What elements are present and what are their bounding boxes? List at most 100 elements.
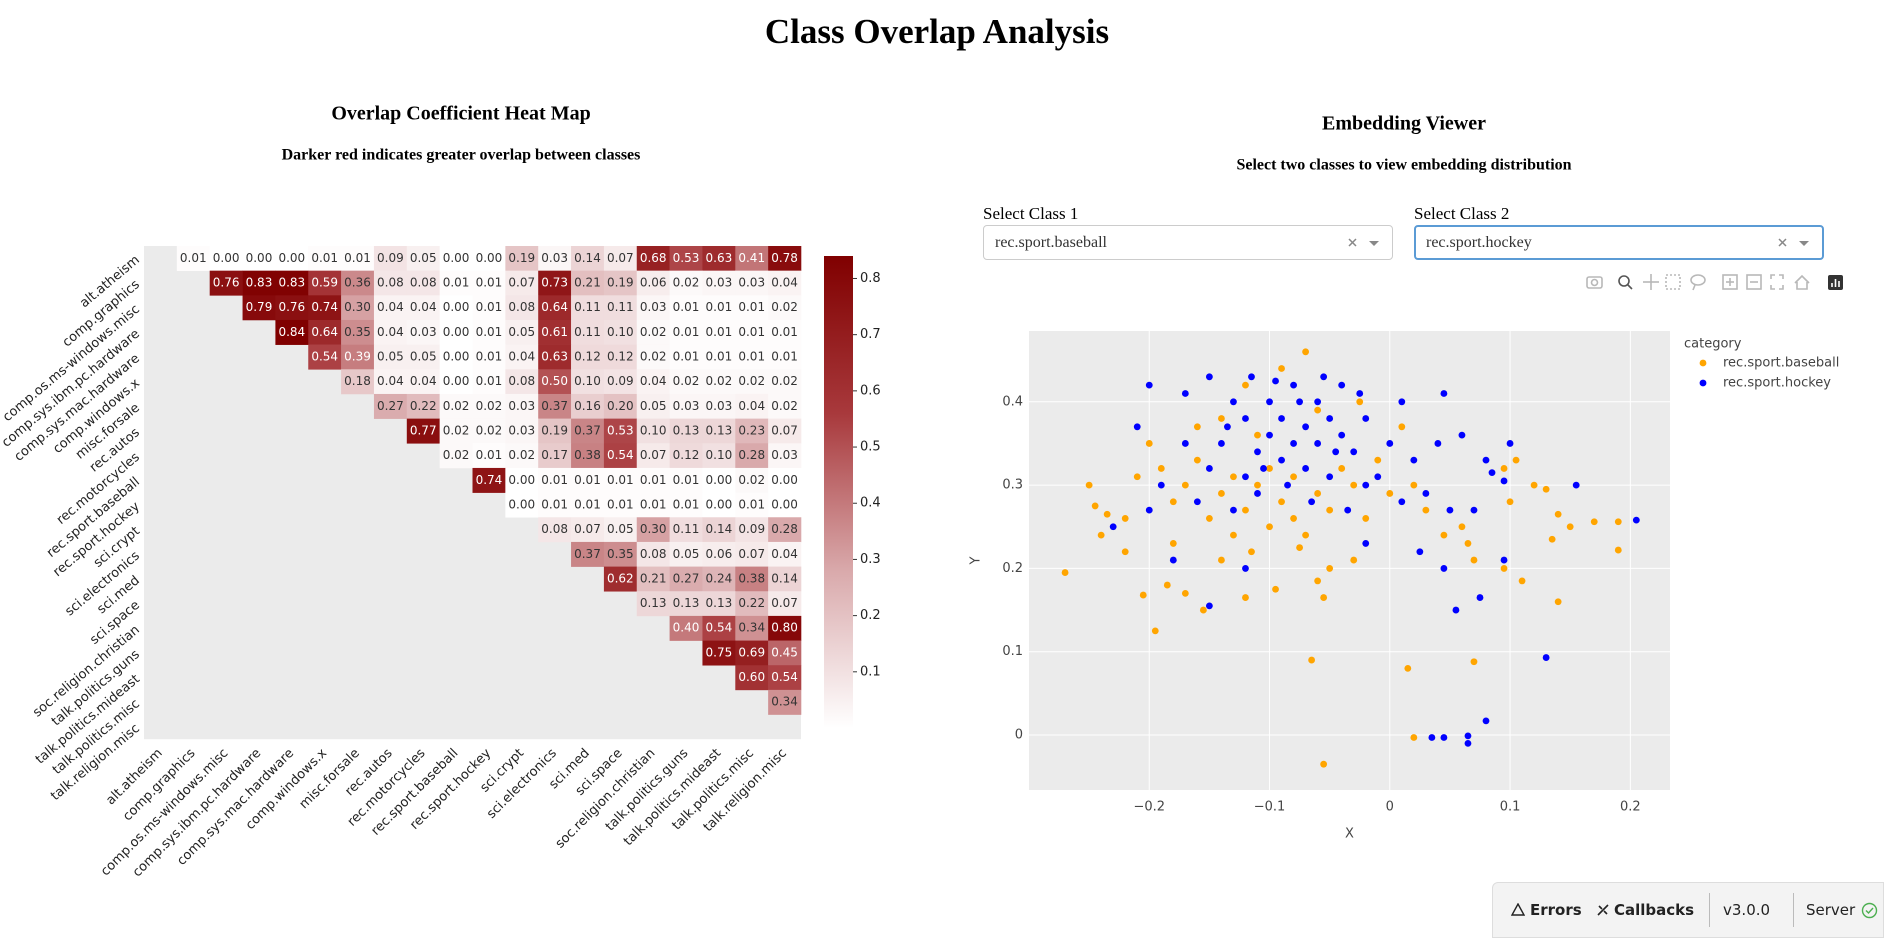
server-status[interactable]: Server bbox=[1806, 901, 1856, 919]
scatter-point bbox=[1398, 398, 1406, 406]
cell-label: 0.23 bbox=[738, 423, 765, 437]
cell-label: 0.01 bbox=[706, 300, 733, 314]
heatmap-cell bbox=[702, 418, 736, 444]
modebar-logo[interactable] bbox=[1828, 275, 1843, 290]
scatter-point bbox=[1326, 415, 1334, 422]
cell-label: 0.14 bbox=[574, 251, 601, 265]
scatter-point bbox=[1482, 456, 1490, 464]
arrow-icon[interactable] bbox=[1799, 241, 1809, 246]
cell-label: 0.08 bbox=[410, 275, 437, 289]
cell-label: 0.10 bbox=[607, 325, 634, 339]
scatter-point bbox=[1410, 481, 1418, 489]
scatter-point bbox=[1482, 717, 1490, 725]
heatmap-cell bbox=[571, 418, 605, 444]
dropdown-icons bbox=[1348, 238, 1379, 247]
heatmap-cell bbox=[669, 443, 703, 469]
cell-label: 0.09 bbox=[377, 251, 404, 265]
heatmap-cell bbox=[735, 369, 769, 395]
heatmap-cell bbox=[735, 246, 769, 271]
class2-dropdown[interactable]: rec.sport.hockey bbox=[1414, 225, 1824, 260]
modebar-zoom-in[interactable] bbox=[1722, 274, 1738, 290]
cell-label: 0.54 bbox=[771, 670, 798, 684]
heatmap-cell bbox=[768, 344, 802, 370]
modebar-zoom[interactable] bbox=[1618, 275, 1633, 290]
errors-button[interactable]: Errors bbox=[1530, 901, 1582, 919]
heatmap-cell bbox=[669, 517, 703, 543]
scatter-point bbox=[1548, 535, 1556, 543]
modebar-autoscale[interactable] bbox=[1770, 274, 1784, 290]
heatmap-cell bbox=[571, 467, 605, 493]
heatmap-cell bbox=[636, 319, 670, 345]
scatter-point bbox=[1302, 423, 1310, 431]
modebar-lasso[interactable] bbox=[1690, 274, 1706, 291]
cell-label: 0.64 bbox=[541, 300, 568, 314]
debug-bar: Errors Callbacks v3.0.0 Server bbox=[1492, 882, 1884, 938]
heatmap-cell bbox=[735, 492, 769, 518]
heatmap-cell bbox=[603, 443, 638, 469]
cell-label: 0.37 bbox=[574, 423, 601, 437]
callbacks-button[interactable]: Callbacks bbox=[1614, 901, 1695, 919]
cell-label: 0.07 bbox=[508, 275, 535, 289]
cell-label: 0.01 bbox=[706, 325, 733, 339]
scatter-point bbox=[1133, 423, 1141, 431]
heatmap-cell bbox=[308, 295, 342, 321]
heatmap-cell bbox=[242, 246, 276, 271]
cell-label: 0.62 bbox=[607, 571, 634, 585]
modebar-pan[interactable] bbox=[1643, 274, 1659, 290]
cell-label: 0.01 bbox=[640, 473, 667, 487]
scatter-point bbox=[1151, 627, 1159, 635]
heatmap-cell bbox=[603, 541, 638, 567]
scatter-point bbox=[1121, 548, 1129, 556]
scatter-point bbox=[1181, 440, 1189, 447]
scatter-point bbox=[1103, 510, 1111, 518]
clear-icon[interactable] bbox=[1778, 238, 1787, 247]
heatmap-cell bbox=[768, 246, 802, 271]
legend-entry: rec.sport.baseball bbox=[1723, 356, 1839, 371]
cell-label: 0.06 bbox=[640, 275, 667, 289]
cell-label: 0.03 bbox=[706, 399, 733, 413]
heatmap-cell bbox=[669, 492, 703, 518]
cell-label: 0.05 bbox=[410, 251, 437, 265]
modebar-camera[interactable] bbox=[1586, 276, 1603, 289]
cell-label: 0.02 bbox=[443, 423, 470, 437]
heatmap-cell bbox=[603, 369, 638, 395]
cell-label: 0.00 bbox=[278, 251, 305, 265]
scatter-point bbox=[1500, 565, 1508, 572]
scatter-point bbox=[1139, 591, 1147, 599]
heatmap-cell bbox=[505, 492, 539, 518]
heatmap-cell bbox=[275, 295, 309, 321]
heatmap-cell bbox=[735, 640, 769, 666]
heatmap-cell bbox=[636, 418, 670, 444]
legend-marker bbox=[1699, 379, 1707, 387]
page-title: Class Overlap Analysis bbox=[765, 12, 1109, 51]
scatter-point bbox=[1338, 465, 1346, 472]
cell-label: 0.36 bbox=[344, 275, 371, 289]
scatter-point bbox=[1338, 431, 1346, 439]
scatter-point bbox=[1260, 465, 1267, 472]
modebar-reset[interactable] bbox=[1794, 274, 1810, 290]
cell-label: 0.84 bbox=[278, 325, 305, 339]
scatter-point bbox=[1278, 498, 1285, 506]
heatmap-cell bbox=[735, 541, 769, 567]
heatmap-cell bbox=[768, 591, 802, 617]
scatter-point bbox=[1350, 556, 1358, 564]
heatmap-cell bbox=[735, 665, 769, 691]
heatmap-cell bbox=[406, 344, 440, 370]
cell-label: 0.19 bbox=[508, 251, 535, 265]
scatter-point bbox=[1278, 365, 1285, 372]
modebar-zoom-out[interactable] bbox=[1746, 274, 1762, 290]
cell-label: 0.16 bbox=[574, 399, 601, 413]
x-tick-label: 0.1 bbox=[1500, 800, 1521, 815]
cell-label: 0.30 bbox=[640, 522, 667, 536]
scatter-point bbox=[1428, 734, 1436, 741]
modebar-box-select[interactable] bbox=[1665, 274, 1681, 290]
modebar bbox=[1586, 274, 1843, 291]
heatmap-cell bbox=[308, 246, 342, 271]
class1-dropdown[interactable]: rec.sport.baseball bbox=[983, 225, 1393, 260]
arrow-icon[interactable] bbox=[1369, 241, 1379, 246]
heatmap-cell bbox=[242, 270, 276, 296]
heatmap-cell bbox=[571, 270, 605, 296]
cell-label: 0.10 bbox=[574, 374, 601, 388]
heatmap-cell bbox=[768, 467, 802, 493]
clear-icon[interactable] bbox=[1348, 238, 1357, 247]
